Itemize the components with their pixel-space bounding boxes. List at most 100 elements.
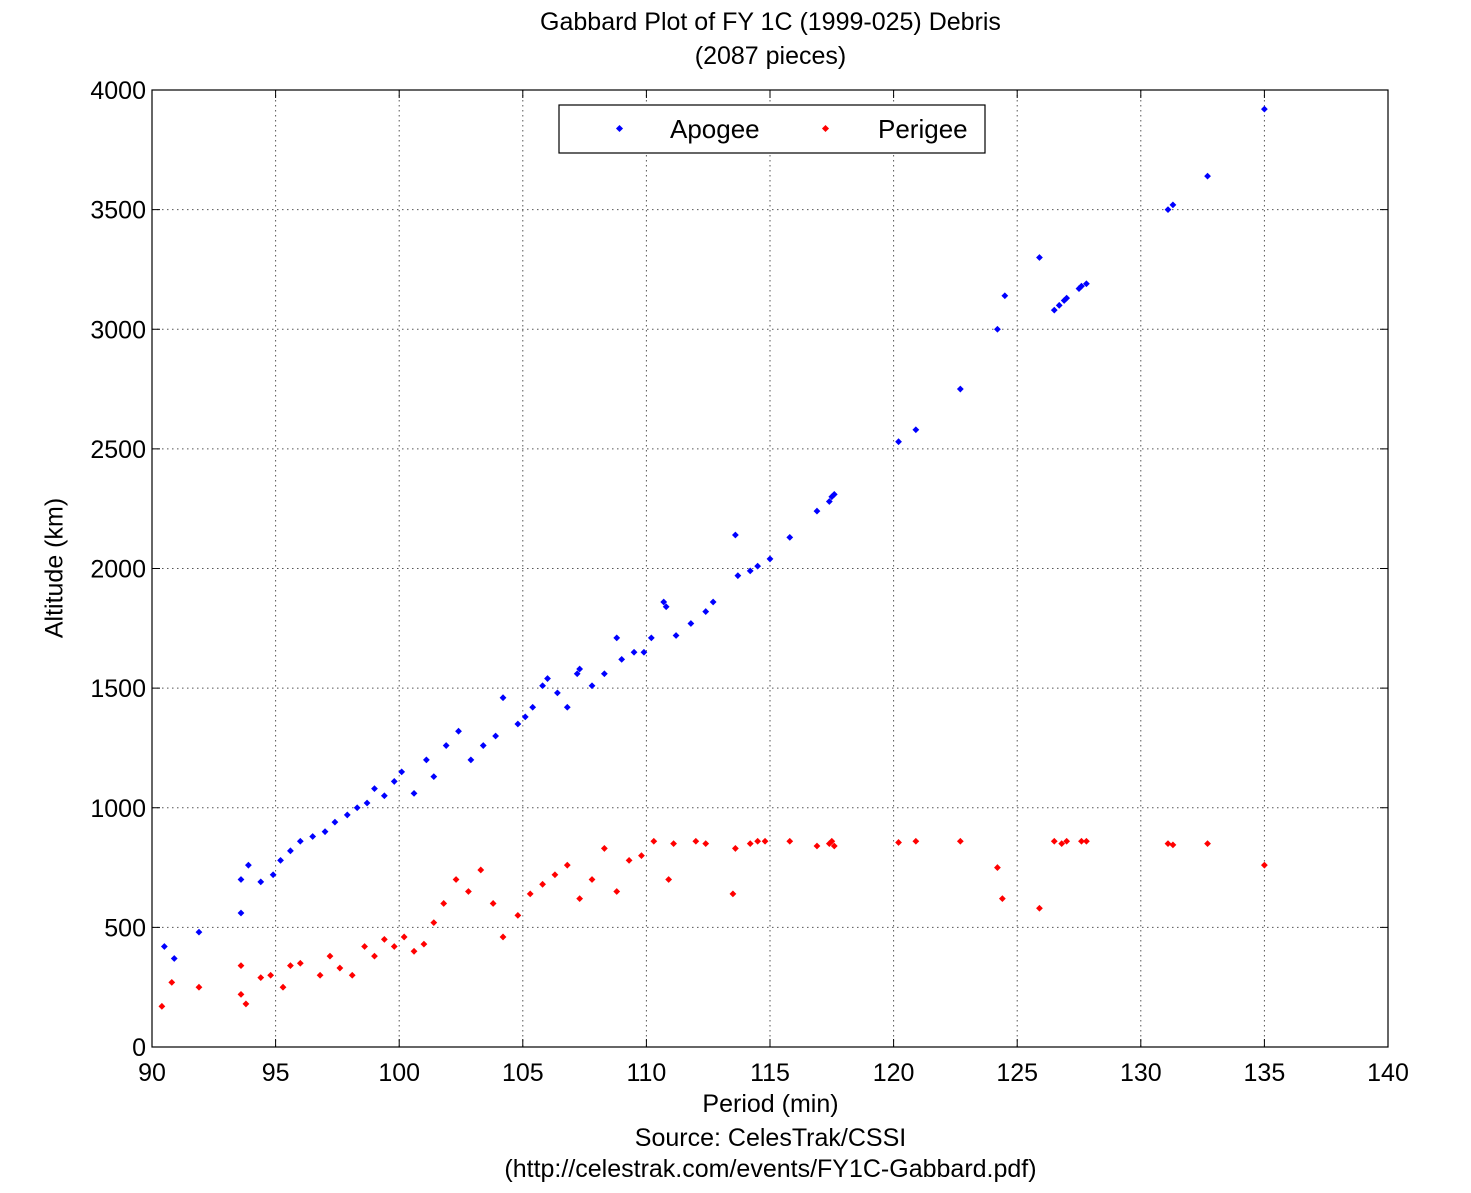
source-url-caption: (http://celestrak.com/events/FY1C-Gabbar… (504, 1155, 1037, 1183)
x-axis-label: Period (min) (702, 1090, 839, 1118)
x-tick-label: 95 (262, 1059, 290, 1087)
apogee-point (237, 876, 245, 883)
x-tick-label: 135 (1244, 1059, 1286, 1087)
perigee-point (287, 962, 294, 970)
apogee-point (422, 756, 430, 764)
apogee-point (277, 856, 284, 864)
perigee-point (1058, 840, 1066, 848)
x-tick-label: 130 (1120, 1059, 1162, 1087)
y-tick-label: 2000 (90, 556, 146, 584)
apogee-point (1261, 105, 1268, 113)
y-tick-label: 3000 (90, 316, 146, 344)
perigee-point (452, 876, 460, 883)
apogee-point (269, 871, 277, 879)
perigee-point (465, 888, 472, 895)
legend-label-apogee: Apogee (670, 114, 760, 144)
x-tick-label: 90 (138, 1059, 166, 1087)
legend-marker-apogee (615, 124, 624, 133)
apogee-point (1050, 306, 1058, 314)
y-tick-label: 4000 (90, 77, 146, 105)
perigee-point (279, 983, 287, 991)
apogee-point (1063, 294, 1071, 302)
plot-frame (151, 89, 1389, 1048)
x-tick-labels: 90 95 100 105 110 115 120 125 130 135 140 (138, 1059, 1409, 1087)
apogee-point (195, 928, 203, 936)
apogee-point (1036, 254, 1043, 261)
x-tick-label: 120 (873, 1059, 915, 1087)
apogee-point (813, 507, 821, 515)
apogee-point (455, 727, 462, 735)
perigee-point (477, 866, 485, 874)
apogee-point (170, 955, 178, 962)
perigee-point (237, 990, 245, 998)
apogee-point (296, 837, 304, 845)
x-tick-label: 125 (996, 1059, 1038, 1087)
y-tick-label: 1500 (90, 675, 146, 703)
perigee-point (267, 971, 275, 979)
perigee-point (499, 933, 507, 941)
perigee-point (242, 1000, 250, 1008)
apogee-point (363, 799, 371, 807)
perigee-point (390, 943, 398, 950)
apogee-point (245, 861, 252, 869)
apogee-point (331, 818, 339, 826)
y-tick-label: 500 (104, 914, 146, 942)
apogee-point (398, 768, 406, 776)
y-tick-labels: 0 500 1000 1500 2000 2500 3000 3500 4000 (90, 77, 146, 1062)
apogee-point (467, 756, 475, 764)
apogee-point (1083, 280, 1090, 288)
apogee-point (499, 694, 507, 702)
perigee-point (489, 900, 497, 907)
perigee-point (1078, 837, 1085, 845)
perigee-point (237, 962, 245, 970)
apogee-point (1078, 282, 1085, 290)
apogee-point (442, 742, 450, 749)
y-tick-label: 1000 (90, 795, 146, 823)
apogee-point (287, 847, 294, 855)
perigee-point (440, 900, 448, 907)
legend-marker-perigee (821, 124, 830, 133)
perigee-point (361, 943, 368, 950)
apogee-point (309, 833, 317, 840)
x-tick-label: 115 (750, 1059, 790, 1087)
perigee-point (1050, 837, 1058, 845)
legend-label-perigee: Perigee (878, 114, 968, 144)
apogee-point (1169, 201, 1177, 209)
perigee-point (195, 983, 203, 991)
apogee-point (830, 490, 838, 498)
chart-subtitle: (2087 pieces) (694, 42, 847, 70)
perigee-point (420, 940, 428, 948)
perigee-point (326, 952, 334, 960)
apogee-point (321, 828, 329, 836)
chart-title: Gabbard Plot of FY 1C (1999-025) Debris (540, 8, 1001, 36)
apogee-point (237, 909, 245, 917)
legend-box (558, 104, 986, 154)
perigee-point (380, 935, 388, 943)
y-tick-label: 2500 (90, 436, 146, 464)
perigee-point (371, 952, 378, 960)
x-tick-label: 100 (378, 1059, 420, 1087)
perigee-point (348, 971, 356, 979)
perigee-point (257, 974, 265, 982)
apogee-point (430, 773, 438, 781)
apogee-point (353, 804, 361, 812)
legend: Apogee Perigee (558, 104, 986, 154)
perigee-point (296, 959, 304, 967)
x-tick-label: 110 (626, 1059, 666, 1087)
apogee-point (257, 878, 265, 886)
source-caption: Source: CelesTrak/CSSI (634, 1124, 907, 1152)
perigee-point (1083, 837, 1090, 845)
perigee-point (430, 919, 438, 926)
x-tick-label: 105 (502, 1059, 544, 1087)
apogee-point (390, 778, 398, 785)
apogee-point (1055, 301, 1063, 309)
perigee-point (1063, 837, 1071, 845)
apogee-point (343, 811, 351, 819)
series-apogee (160, 105, 1268, 962)
y-tick-label: 3500 (90, 197, 146, 225)
perigee-point (316, 971, 324, 979)
y-tick-label: 0 (132, 1034, 146, 1062)
apogee-point (410, 790, 418, 797)
perigee-point (400, 933, 408, 941)
